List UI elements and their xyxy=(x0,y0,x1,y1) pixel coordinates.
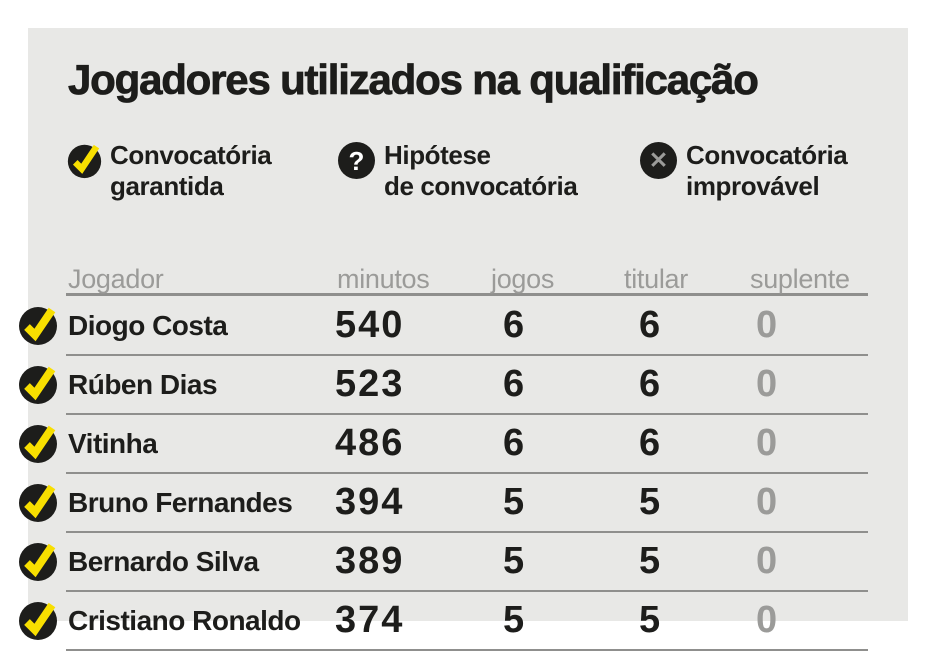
games-value: 5 xyxy=(503,540,527,582)
check-icon xyxy=(66,142,103,179)
table-header: Jogador minutos jogos titular suplente xyxy=(66,265,868,296)
starter-value: 6 xyxy=(639,304,663,346)
sub-value: 0 xyxy=(756,363,780,405)
games-value: 5 xyxy=(503,599,527,641)
minutes-value: 394 xyxy=(335,481,405,523)
legend-label: Convocatória xyxy=(110,140,272,170)
starter-value: 5 xyxy=(639,540,663,582)
cross-icon: ✕ xyxy=(640,142,677,179)
sub-value: 0 xyxy=(756,304,780,346)
check-icon xyxy=(18,423,58,463)
table-row: Rúben Dias 523 6 6 0 xyxy=(19,356,868,415)
starter-value: 6 xyxy=(639,363,663,405)
column-header-minutos: minutos xyxy=(337,264,430,294)
column-header-suplente: suplente xyxy=(750,264,850,294)
minutes-value: 523 xyxy=(335,363,405,405)
sub-value: 0 xyxy=(756,422,780,464)
legend-label: Hipótese xyxy=(384,140,491,170)
column-header-jogador: Jogador xyxy=(68,264,164,294)
player-name: Bernardo Silva xyxy=(68,546,259,577)
column-header-jogos: jogos xyxy=(491,264,555,294)
legend: Convocatória garantida ? Hipótese de con… xyxy=(28,140,908,240)
minutes-value: 374 xyxy=(335,599,405,641)
legend-item-convocatoria-improvavel: ✕ Convocatória improvável xyxy=(640,140,848,202)
player-name: Rúben Dias xyxy=(68,369,218,400)
player-name: Bruno Fernandes xyxy=(68,487,293,518)
player-name: Vitinha xyxy=(68,428,158,459)
games-value: 6 xyxy=(503,422,527,464)
minutes-value: 389 xyxy=(335,540,405,582)
table-row: Bernardo Silva 389 5 5 0 xyxy=(19,533,868,592)
check-icon xyxy=(18,364,58,404)
check-icon xyxy=(18,541,58,581)
games-value: 6 xyxy=(503,363,527,405)
infographic-panel: Jogadores utilizados na qualificação Con… xyxy=(19,28,908,651)
legend-item-hipotese-convocatoria: ? Hipótese de convocatória xyxy=(338,140,578,202)
sub-value: 0 xyxy=(756,540,780,582)
minutes-value: 540 xyxy=(335,304,405,346)
table-row: Bruno Fernandes 394 5 5 0 xyxy=(19,474,868,533)
starter-value: 6 xyxy=(639,422,663,464)
games-value: 6 xyxy=(503,304,527,346)
column-header-titular: titular xyxy=(624,264,688,294)
legend-item-convocatoria-garantida: Convocatória garantida xyxy=(66,140,272,202)
sub-value: 0 xyxy=(756,599,780,641)
page-title: Jogadores utilizados na qualificação xyxy=(68,56,760,104)
player-name: Cristiano Ronaldo xyxy=(68,605,301,636)
check-icon xyxy=(18,600,58,640)
minutes-value: 486 xyxy=(335,422,405,464)
legend-label: garantida xyxy=(110,171,224,201)
games-value: 5 xyxy=(503,481,527,523)
legend-label: de convocatória xyxy=(384,171,578,201)
check-icon xyxy=(18,305,58,345)
table-body: Diogo Costa 540 6 6 0 Rúben Dias 523 6 6… xyxy=(19,297,868,651)
table-row: Cristiano Ronaldo 374 5 5 0 xyxy=(19,592,868,651)
table-row: Diogo Costa 540 6 6 0 xyxy=(19,297,868,356)
player-name: Diogo Costa xyxy=(68,310,228,341)
sub-value: 0 xyxy=(756,481,780,523)
legend-label: Convocatória xyxy=(686,140,848,170)
starter-value: 5 xyxy=(639,481,663,523)
table-row: Vitinha 486 6 6 0 xyxy=(19,415,868,474)
check-icon xyxy=(18,482,58,522)
question-icon: ? xyxy=(338,142,375,179)
starter-value: 5 xyxy=(639,599,663,641)
legend-label: improvável xyxy=(686,171,820,201)
